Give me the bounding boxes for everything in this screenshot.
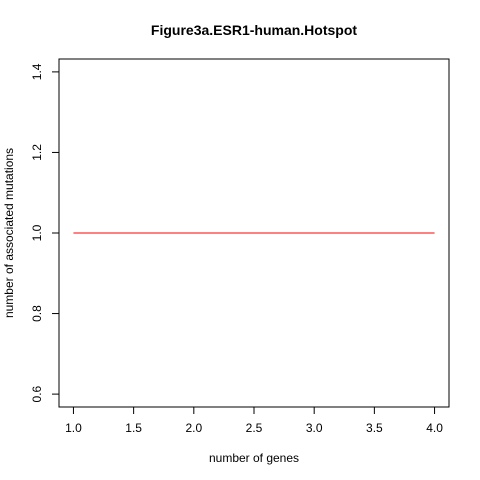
x-tick-label: 1.5 bbox=[125, 421, 142, 435]
x-tick-label: 2.5 bbox=[246, 421, 263, 435]
x-tick-label: 1.0 bbox=[65, 421, 82, 435]
y-tick-label: 0.6 bbox=[30, 385, 44, 402]
y-axis: 0.6 0.8 1.0 1.2 1.4 bbox=[30, 63, 60, 402]
x-axis-label: number of genes bbox=[209, 451, 299, 465]
y-tick-label: 1.4 bbox=[30, 63, 44, 80]
y-tick-label: 1.0 bbox=[30, 224, 44, 241]
x-tick-label: 3.0 bbox=[306, 421, 323, 435]
y-axis-label: number of associated mutations bbox=[2, 148, 16, 318]
y-tick-label: 1.2 bbox=[30, 144, 44, 161]
chart-title: Figure3a.ESR1-human.Hotspot bbox=[151, 22, 357, 38]
x-tick-label: 4.0 bbox=[426, 421, 443, 435]
y-tick-label: 0.8 bbox=[30, 305, 44, 322]
x-tick-label: 3.5 bbox=[366, 421, 383, 435]
x-tick-label: 2.0 bbox=[185, 421, 202, 435]
x-axis: 1.0 1.5 2.0 2.5 3.0 3.5 4.0 bbox=[65, 406, 443, 435]
